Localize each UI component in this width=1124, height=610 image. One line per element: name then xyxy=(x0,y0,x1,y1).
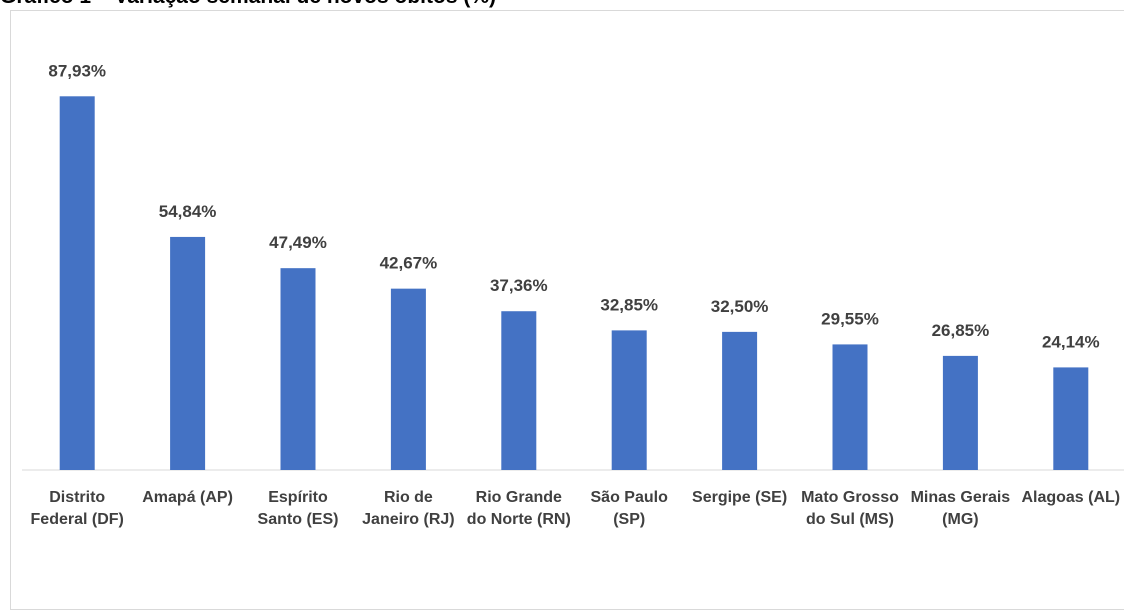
value-label: 32,85% xyxy=(600,295,658,314)
value-label: 87,93% xyxy=(48,61,106,80)
chart-title: Gráfico 1 – Variação semanal de novos ób… xyxy=(0,0,496,9)
x-tick-label: Mato Grosso do Sul (MS) xyxy=(801,489,899,528)
x-tick-label: Distrito Federal (DF) xyxy=(30,489,124,528)
bar xyxy=(611,330,647,470)
x-tick-label: Amapá (AP) xyxy=(142,489,233,506)
bar xyxy=(1053,367,1089,470)
bar xyxy=(59,96,95,471)
x-tick-label: Rio Grande do Norte (RN) xyxy=(466,489,571,528)
x-tick-label: Rio de Janeiro (RJ) xyxy=(362,489,455,528)
bar xyxy=(170,236,206,470)
value-label: 29,55% xyxy=(821,309,879,328)
bar xyxy=(501,311,537,470)
x-tick-label: São Paulo (SP) xyxy=(590,489,668,528)
x-tick-label: Sergipe (SE) xyxy=(692,489,788,506)
value-label: 47,49% xyxy=(269,233,327,252)
value-label: 37,36% xyxy=(490,276,548,295)
bar xyxy=(832,344,868,470)
value-label: 26,85% xyxy=(932,321,990,340)
value-label: 42,67% xyxy=(380,254,438,273)
bar xyxy=(722,331,758,470)
x-tick-label: Espírito Santo (ES) xyxy=(257,489,339,528)
bar xyxy=(942,355,978,470)
value-label: 54,84% xyxy=(159,202,217,221)
bar xyxy=(390,288,426,470)
value-label: 24,14% xyxy=(1042,332,1100,351)
x-tick-label: Alagoas (AL) xyxy=(1021,489,1121,506)
x-tick-label: Minas Gerais (MG) xyxy=(910,489,1011,528)
value-label: 32,50% xyxy=(711,297,769,316)
bar xyxy=(280,268,316,470)
